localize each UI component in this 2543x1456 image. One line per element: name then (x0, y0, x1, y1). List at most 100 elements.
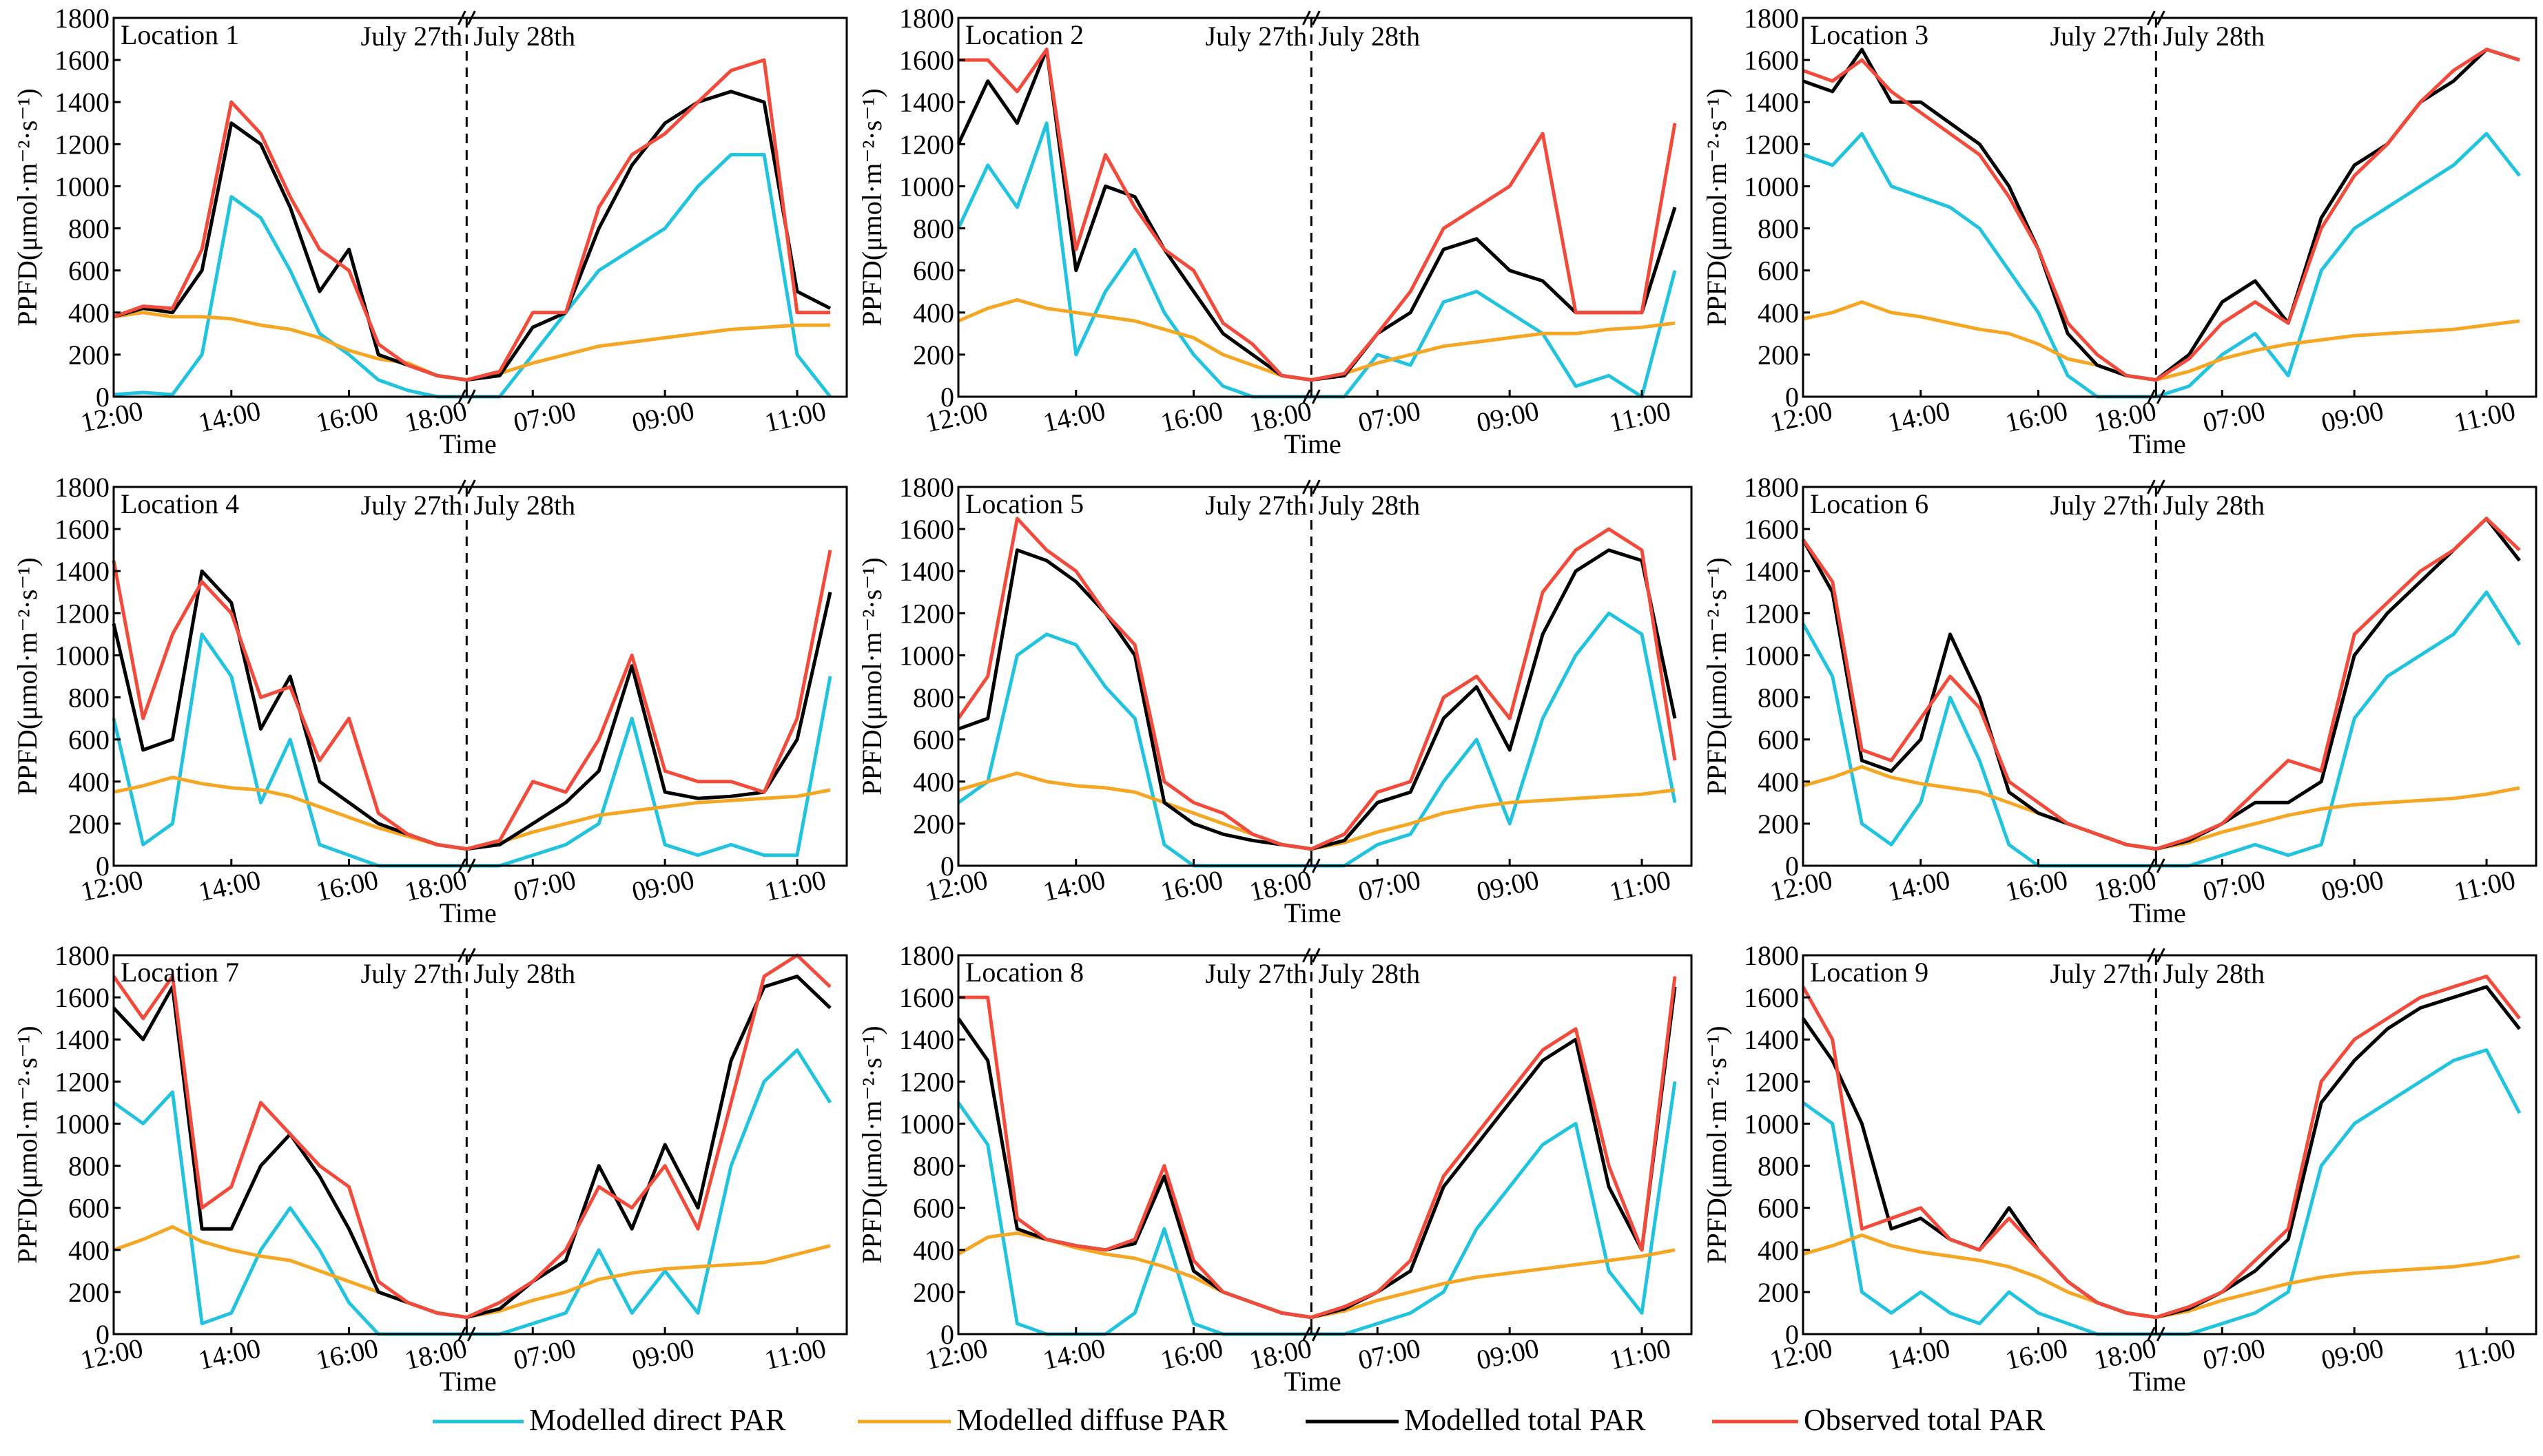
plot-frame (112, 954, 848, 1335)
day2-label: July 28th (1318, 21, 1420, 52)
axis-break-mark (457, 1327, 466, 1342)
y-tick-label: 600 (1758, 1193, 1799, 1224)
x-tick-label: 09:00 (2318, 1332, 2386, 1375)
y-tick-label: 1000 (54, 640, 110, 671)
y-tick-label: 0 (940, 1319, 954, 1350)
x-tick-label: 11:00 (762, 395, 829, 438)
axis-break-mark (457, 10, 466, 25)
series-line-direct (112, 632, 832, 868)
x-tick-label: 16:00 (2002, 864, 2070, 907)
series-line-observed (1801, 517, 2521, 851)
y-tick-label: 1000 (54, 1108, 110, 1139)
day1-label: July 27th (361, 958, 463, 989)
axis-break-mark (2146, 389, 2156, 404)
plot-frame (1802, 486, 2537, 867)
axis-break-mark (1311, 948, 1321, 963)
day2-label: July 28th (473, 490, 575, 521)
axis-break-mark (1311, 389, 1321, 404)
x-tick-label: 12:00 (923, 1332, 990, 1375)
day1-label: July 27th (1206, 490, 1308, 521)
y-tick-label: 1800 (1744, 472, 1799, 503)
legend-label-direct: Modelled direct PAR (529, 1403, 786, 1437)
y-tick-label: 1800 (899, 3, 954, 34)
axis-break-mark (2156, 858, 2165, 873)
series-line-observed (956, 517, 1677, 851)
x-tick-label: 14:00 (196, 395, 263, 438)
y-tick-label: 1000 (899, 1108, 954, 1139)
x-tick-label: 07:00 (1355, 1332, 1423, 1375)
y-tick-label: 1400 (1744, 87, 1799, 118)
series-line-diffuse (113, 1225, 831, 1320)
y-tick-label: 1200 (899, 1066, 954, 1097)
x-tick-label: 16:00 (313, 1332, 380, 1375)
axis-break-mark (1301, 948, 1311, 963)
y-tick-label: 800 (1758, 683, 1799, 714)
axis-break-mark (2146, 479, 2156, 495)
y-tick-label: 1200 (1744, 1066, 1799, 1097)
axis-break-mark (2156, 10, 2165, 25)
y-tick-label: 1800 (1744, 3, 1799, 34)
series-line-diffuse (113, 776, 831, 851)
x-axis-label: Time (2129, 428, 2186, 459)
plot-frame (1802, 17, 2537, 398)
y-tick-label: 200 (913, 1277, 954, 1308)
y-axis-label: PPFD(μmol·m⁻²·s⁻¹) (856, 1026, 887, 1263)
x-tick-label: 09:00 (1474, 864, 1541, 907)
y-tick-label: 800 (1758, 1151, 1799, 1182)
x-tick-label: 16:00 (313, 864, 380, 907)
y-tick-label: 200 (1758, 1277, 1799, 1308)
y-tick-label: 1200 (899, 129, 954, 160)
y-tick-label: 0 (1785, 382, 1799, 413)
day1-label: July 27th (361, 21, 463, 52)
panel-label: Location 9 (1810, 957, 1928, 988)
x-axis-label: Time (440, 1366, 497, 1397)
y-tick-label: 1400 (899, 556, 954, 587)
x-tick-label: 11:00 (1607, 395, 1674, 438)
day1-label: July 27th (2050, 21, 2152, 52)
legend-label-observed: Observed total PAR (1804, 1403, 2046, 1437)
y-tick-label: 600 (1758, 725, 1799, 756)
x-tick-label: 09:00 (1474, 395, 1541, 438)
y-tick-label: 1200 (54, 598, 110, 629)
x-tick-label: 16:00 (1157, 395, 1225, 438)
plot-frame (112, 486, 848, 867)
x-tick-label: 11:00 (762, 864, 829, 907)
y-tick-label: 1000 (54, 171, 110, 202)
y-tick-label: 800 (68, 1151, 110, 1182)
day1-label: July 27th (361, 490, 463, 521)
y-tick-label: 200 (913, 809, 954, 840)
x-axis-label: Time (2129, 1366, 2186, 1397)
x-tick-label: 14:00 (1885, 1332, 1953, 1375)
series-line-observed (113, 58, 830, 382)
y-tick-label: 1800 (54, 940, 110, 971)
x-tick-label: 11:00 (2451, 864, 2518, 907)
y-tick-label: 1600 (1744, 514, 1799, 545)
panel-1: 0 200 400 600 800 1000 1200 1400 1600 1800 PPFD(μm… (12, 3, 848, 459)
y-tick-label: 1600 (54, 45, 110, 76)
x-tick-label: 11:00 (2451, 395, 2518, 438)
y-tick-label: 800 (913, 683, 954, 714)
y-tick-label: 1600 (899, 982, 954, 1013)
x-axis-label: Time (440, 897, 497, 928)
axis-break-mark (1311, 1327, 1321, 1342)
series-line-total (113, 90, 832, 382)
y-tick-label: 400 (913, 298, 954, 329)
x-tick-label: 09:00 (2318, 864, 2386, 907)
series-line-direct (113, 153, 832, 399)
x-tick-label: 11:00 (1607, 1332, 1674, 1375)
y-tick-label: 600 (68, 725, 110, 756)
x-tick-label: 12:00 (78, 395, 145, 438)
y-tick-label: 1000 (1744, 640, 1799, 671)
panel-9: 0 200 400 600 800 1000 1200 1400 1600 1800 PPFD(μm… (1701, 940, 2537, 1397)
y-axis-label: PPFD(μmol·m⁻²·s⁻¹) (1701, 88, 1732, 326)
y-tick-label: 1000 (1744, 171, 1799, 202)
x-tick-label: 11:00 (2451, 1332, 2518, 1375)
series-line-observed (112, 550, 832, 851)
x-tick-label: 11:00 (1607, 864, 1674, 907)
y-tick-label: 1200 (899, 598, 954, 629)
y-axis-label: PPFD(μmol·m⁻²·s⁻¹) (1701, 1026, 1732, 1263)
series-line-direct (1801, 590, 2522, 868)
x-tick-label: 12:00 (78, 1332, 145, 1375)
y-tick-label: 1600 (1744, 45, 1799, 76)
